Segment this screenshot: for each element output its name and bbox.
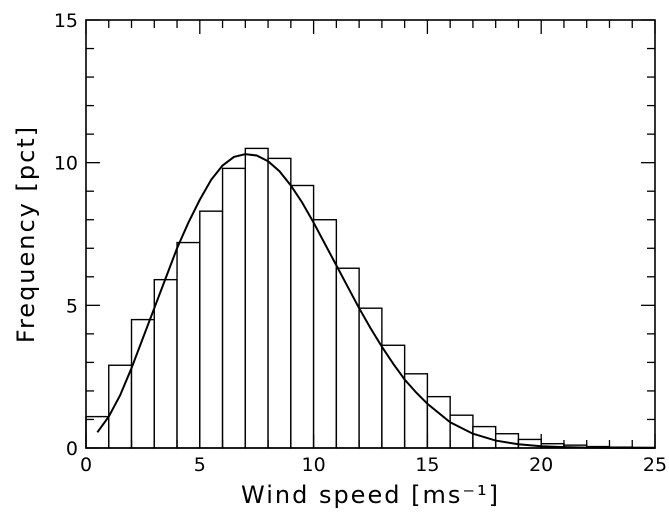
histogram-bars [85,147,656,449]
x-tick-label: 20 [529,454,553,476]
x-tick-label: 15 [415,454,439,476]
x-tick-label: 25 [643,454,667,476]
x-axis-title: Wind speed [ms⁻¹] [241,481,500,509]
histogram-bar [290,184,315,449]
tick-labels: 0 5 10 15 20 25 0 5 10 15 [54,10,667,476]
histogram-bar [426,395,451,449]
histogram-bar [312,219,338,449]
histogram-bar [244,147,269,449]
histogram-bar [176,241,201,449]
plot-frame [85,19,656,449]
fit-curve [96,153,656,449]
histogram-bar [199,210,224,449]
x-tick-label: 0 [80,454,92,476]
y-axis-title: Frequency [pct] [12,125,40,343]
x-tick-label: 5 [194,454,206,476]
histogram-bar [221,167,247,449]
histogram-bar [153,278,178,449]
histogram-bar [335,267,360,449]
y-tick-label: 5 [66,295,78,317]
histogram-bar [403,373,429,449]
x-tick-label: 10 [302,454,326,476]
y-tick-label: 10 [54,153,78,175]
histogram-bar [381,344,406,449]
axis-ticks [85,19,656,449]
histogram-bar [267,157,292,449]
y-tick-label: 15 [54,10,78,32]
y-tick-label: 0 [66,438,78,460]
